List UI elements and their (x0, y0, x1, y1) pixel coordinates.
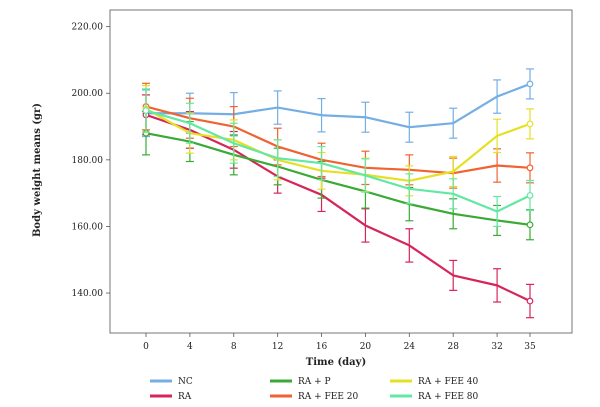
series-line (145, 132, 531, 226)
data-point (142, 107, 150, 114)
x-tick-label: 20 (360, 342, 372, 352)
legend: NC RA RA + P RA + FEE 20 RA + FEE 40 RA + FEE… (150, 377, 479, 402)
x-tick-label: 24 (404, 342, 416, 352)
series-layer (142, 68, 534, 319)
x-tick-label: 0 (143, 342, 149, 352)
series-nc (142, 68, 534, 143)
data-point (526, 192, 534, 199)
series-ra-fee-40 (142, 84, 534, 197)
series-line (145, 105, 531, 175)
y-tick-label: 160.00 (72, 222, 104, 232)
legend-label: RA + FEE 40 (418, 377, 479, 387)
x-tick-label: 28 (447, 342, 459, 352)
y-axis-title: Body weight means (gr) (32, 103, 43, 237)
legend-label: NC (178, 377, 193, 387)
x-tick-label: 16 (316, 342, 328, 352)
legend-item: RA + FEE 80 (390, 392, 479, 402)
legend-item: RA (150, 392, 192, 402)
series-ra-fee-80 (142, 88, 534, 228)
y-tick-label: 140.00 (72, 289, 104, 299)
data-point (526, 297, 534, 305)
x-axis-ticks: 0 4 8 12 16 20 24 28 32 35 (143, 333, 536, 352)
x-axis-title: Time (day) (306, 357, 366, 368)
series-line (145, 109, 531, 213)
x-tick-label: 35 (524, 342, 536, 352)
legend-label: RA + FEE 20 (298, 392, 359, 402)
data-point (526, 120, 534, 128)
y-tick-label: 200.00 (72, 89, 104, 99)
y-tick-label: 220.00 (72, 23, 104, 33)
y-tick-label: 180.00 (72, 156, 104, 166)
x-tick-label: 32 (491, 342, 502, 352)
series-ra-p (142, 110, 534, 241)
data-point (526, 80, 534, 88)
legend-label: RA + FEE 80 (418, 392, 479, 402)
plot-border (109, 9, 573, 334)
series-ra (142, 94, 534, 319)
series-line (145, 107, 531, 182)
legend-item: RA + FEE 20 (270, 392, 359, 402)
plot-frame (109, 9, 573, 334)
series-line (146, 82, 531, 129)
y-axis-ticks: 140.00 160.00 180.00 200.00 220.00 (72, 23, 110, 299)
data-point (526, 221, 534, 229)
x-tick-label: 4 (187, 342, 193, 352)
x-tick-label: 8 (231, 342, 237, 352)
legend-item: RA + P (270, 377, 331, 387)
x-tick-label: 12 (272, 342, 283, 352)
legend-label: RA + P (298, 377, 331, 387)
legend-item: RA + FEE 40 (390, 377, 479, 387)
data-point (526, 164, 534, 172)
series-line (145, 113, 531, 303)
legend-label: RA (178, 392, 192, 402)
legend-item: NC (150, 377, 193, 387)
